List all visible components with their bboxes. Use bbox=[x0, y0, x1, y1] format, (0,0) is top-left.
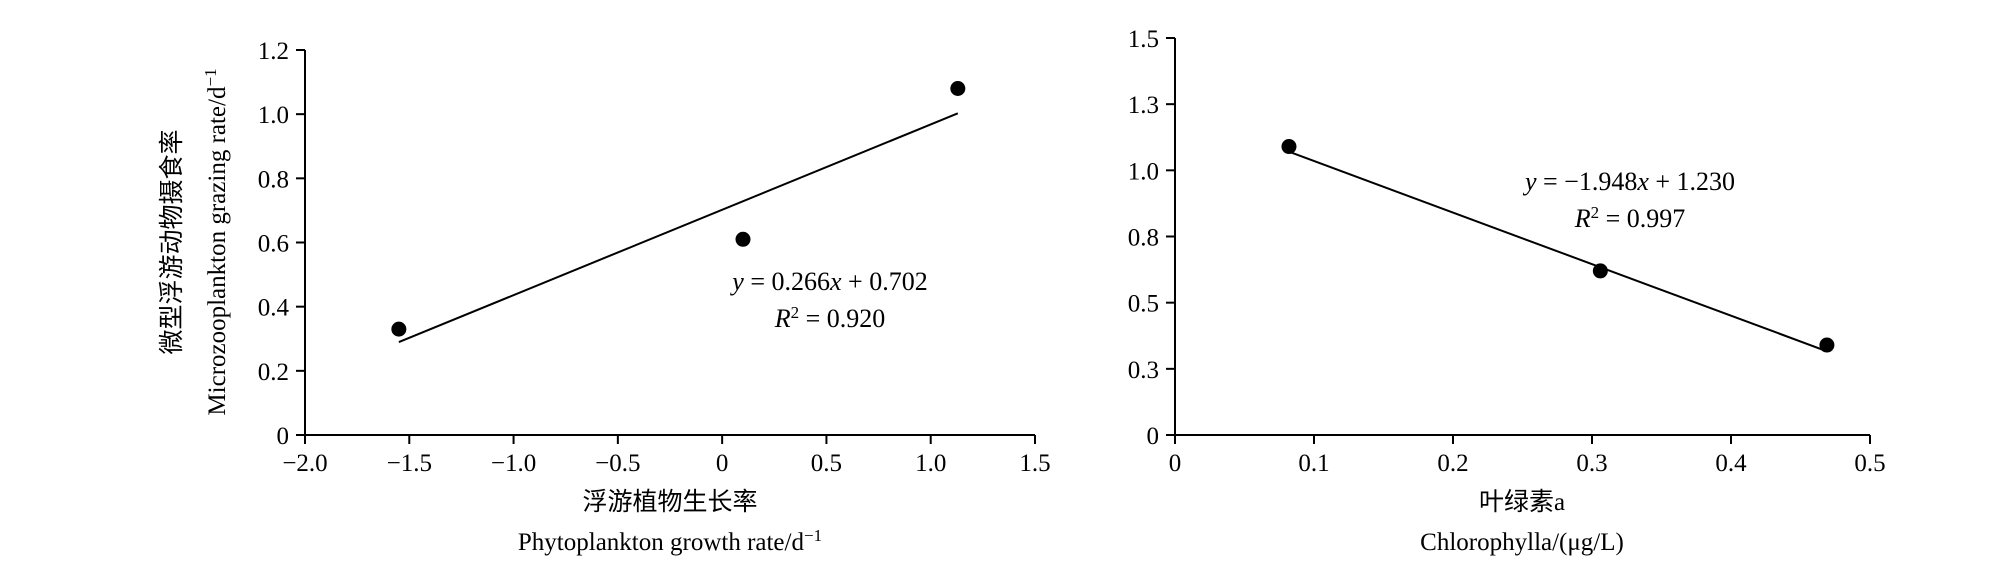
x-tick-label: 0 bbox=[1169, 450, 1182, 477]
data-point bbox=[950, 81, 966, 96]
equation-variable: y bbox=[1522, 167, 1537, 196]
x-tick-label: −0.5 bbox=[595, 450, 640, 477]
r-squared-label: R2 = 0.997 bbox=[1574, 203, 1686, 234]
x-tick-label: 0.5 bbox=[811, 450, 842, 477]
x-tick-label: 0.2 bbox=[1437, 450, 1468, 477]
y-axis-title-text: Microzooplankton grazing rate/d bbox=[204, 86, 231, 416]
y-axis-title-chinese: 微型浮游动物摄食率 bbox=[158, 129, 186, 354]
y-tick-label: 0.5 bbox=[1128, 291, 1159, 318]
equation-part: + 0.702 bbox=[842, 267, 928, 296]
y-tick-label: 0 bbox=[1147, 423, 1160, 450]
y-tick-label: 0 bbox=[277, 423, 290, 450]
data-point bbox=[391, 321, 407, 337]
trend-line bbox=[398, 112, 959, 343]
r-squared-symbol: R bbox=[774, 304, 791, 333]
equation-part: = −1.948 bbox=[1537, 167, 1638, 196]
y-tick-label: 0.4 bbox=[258, 295, 290, 322]
x-axis-title-english: Phytoplankton growth rate/d−1 bbox=[518, 526, 822, 557]
x-axis-title-text: Chlorophylla/(μg/L) bbox=[1420, 529, 1624, 556]
x-tick-label: 0.1 bbox=[1298, 450, 1329, 477]
equation-variable: x bbox=[829, 267, 842, 296]
r-squared-exponent: 2 bbox=[791, 303, 800, 322]
equation-part: + 1.230 bbox=[1649, 167, 1735, 196]
x-axis-title-chinese: 浮游植物生长率 bbox=[582, 488, 757, 516]
x-axis-unit-exponent: −1 bbox=[804, 526, 822, 545]
equation-variable: y bbox=[729, 267, 744, 296]
x-tick-label: −1.5 bbox=[387, 450, 432, 477]
y-tick-label: 1.5 bbox=[1128, 26, 1159, 53]
y-tick-label: 1.2 bbox=[258, 38, 289, 65]
data-point bbox=[1592, 263, 1608, 279]
regression-equation: y = −1.948x + 1.230 bbox=[1522, 167, 1735, 196]
x-axis-title-text: Phytoplankton growth rate/d bbox=[518, 529, 805, 556]
x-axis-title-chinese: 叶绿素a bbox=[1479, 488, 1565, 516]
x-tick-label: 0.5 bbox=[1854, 450, 1885, 477]
equation-part: = 0.266 bbox=[744, 267, 830, 296]
data-point bbox=[735, 231, 751, 247]
trend-line bbox=[1288, 150, 1828, 353]
y-tick-label: 0.3 bbox=[1128, 357, 1159, 384]
r-squared-exponent: 2 bbox=[1591, 203, 1600, 222]
r-squared-value: = 0.997 bbox=[1599, 204, 1685, 233]
y-tick-label: 0.2 bbox=[258, 359, 289, 386]
y-tick-label: 1.0 bbox=[1128, 158, 1159, 185]
y-tick-label: 1.0 bbox=[258, 102, 289, 129]
data-point bbox=[1281, 139, 1297, 155]
chlorophyll-chart: 0 0.1 0.2 0.3 0.4 0.5 0 0.3 0.5 0.8 1.0 1.3 1.5 y = −… bbox=[1128, 26, 1886, 556]
y-tick-label: 0.8 bbox=[1128, 225, 1159, 252]
r-squared-value: = 0.920 bbox=[799, 304, 885, 333]
x-tick-label: 1.5 bbox=[1019, 450, 1050, 477]
regression-equation: y = 0.266x + 0.702 bbox=[729, 267, 927, 296]
x-tick-label: 1.0 bbox=[915, 450, 946, 477]
x-tick-label: 0 bbox=[716, 450, 729, 477]
x-tick-label: 0.4 bbox=[1715, 450, 1747, 477]
y-tick-label: 0.8 bbox=[258, 166, 289, 193]
x-axis-title-english: Chlorophylla/(μg/L) bbox=[1420, 529, 1624, 556]
equation-variable: x bbox=[1636, 167, 1649, 196]
y-axis-unit-exponent: −1 bbox=[201, 68, 220, 86]
y-tick-label: 1.3 bbox=[1128, 92, 1159, 119]
y-axis-title-english: Microzooplankton grazing rate/d−1 bbox=[201, 68, 232, 415]
r-squared-symbol: R bbox=[1574, 204, 1591, 233]
x-tick-label: −1.0 bbox=[491, 450, 536, 477]
x-tick-label: 0.3 bbox=[1576, 450, 1607, 477]
r-squared-label: R2 = 0.920 bbox=[774, 303, 886, 334]
x-tick-label: −2.0 bbox=[282, 450, 327, 477]
growth-vs-grazing-chart: −2.0 −1.5 −1.0 −0.5 0 0.5 1.0 1.5 0 0.2 0.4 0.6 0.8 1… bbox=[158, 38, 1051, 556]
y-tick-label: 0.6 bbox=[258, 231, 289, 258]
data-point bbox=[1819, 337, 1835, 353]
